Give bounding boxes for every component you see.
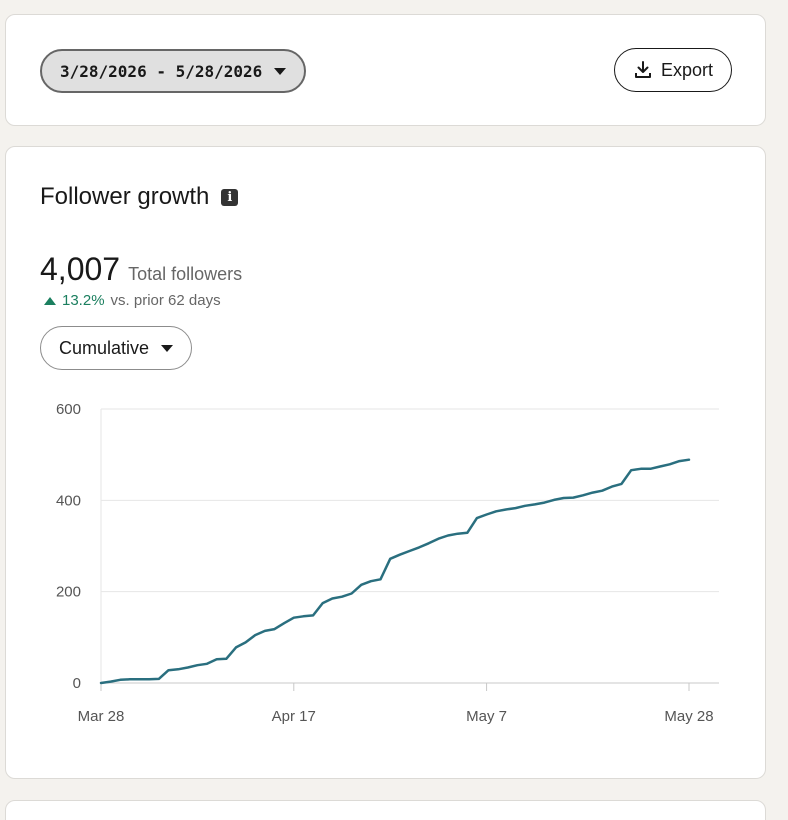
trend-up-icon xyxy=(44,296,56,305)
x-tick-label: May 7 xyxy=(466,708,507,725)
total-followers-value: 4,007 xyxy=(40,251,121,287)
view-mode-dropdown[interactable]: Cumulative xyxy=(40,326,193,370)
next-card xyxy=(5,800,766,820)
follower-growth-card: Follower growth i 4,007 Total followers … xyxy=(5,146,766,779)
section-title: Follower growth i xyxy=(40,183,239,211)
growth-change: 13.2% vs. prior 62 days xyxy=(44,292,221,309)
date-range-dropdown[interactable]: 3/28/2026 - 5/28/2026 xyxy=(40,49,307,93)
y-tick-label: 600 xyxy=(56,401,81,418)
y-tick-label: 400 xyxy=(56,492,81,509)
download-icon xyxy=(634,61,651,78)
follower-growth-chart: 0 200 400 600 Mar 28 Apr 17 May 7 May 28 xyxy=(56,401,719,725)
x-tick-label: May 28 xyxy=(664,708,713,725)
series-line xyxy=(99,458,691,685)
view-mode-label: Cumulative xyxy=(59,337,150,358)
change-percent: 13.2% xyxy=(62,292,105,309)
total-followers: 4,007 Total followers xyxy=(40,251,242,288)
x-tick-label: Mar 28 xyxy=(78,708,125,725)
change-description: vs. prior 62 days xyxy=(110,292,221,309)
date-range-card: 3/28/2026 - 5/28/2026 Export xyxy=(5,14,766,126)
y-tick-label: 0 xyxy=(73,675,81,692)
export-label: Export xyxy=(660,59,714,80)
export-button[interactable]: Export xyxy=(614,48,732,92)
follower-growth-title: Follower growth xyxy=(40,183,210,210)
y-tick-label: 200 xyxy=(56,584,81,601)
x-tick-label: Apr 17 xyxy=(272,708,316,725)
info-icon[interactable]: i xyxy=(221,188,239,206)
total-followers-label: Total followers xyxy=(128,264,243,284)
date-range-label: 3/28/2026 - 5/28/2026 xyxy=(60,61,263,81)
caret-down-icon xyxy=(274,67,287,75)
caret-down-icon xyxy=(161,344,174,352)
